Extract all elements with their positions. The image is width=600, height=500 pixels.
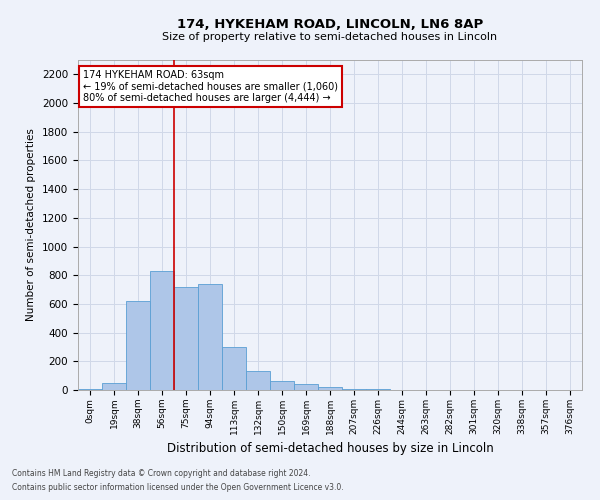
Text: 174 HYKEHAM ROAD: 63sqm
← 19% of semi-detached houses are smaller (1,060)
80% of: 174 HYKEHAM ROAD: 63sqm ← 19% of semi-de…: [83, 70, 338, 103]
Bar: [270, 382, 294, 390]
Bar: [318, 387, 342, 390]
Bar: [342, 388, 366, 390]
Bar: [246, 370, 270, 390]
Bar: [126, 301, 150, 390]
Bar: [174, 286, 198, 390]
Bar: [102, 383, 126, 390]
Bar: [294, 384, 318, 390]
Text: Contains public sector information licensed under the Open Government Licence v3: Contains public sector information licen…: [12, 484, 344, 492]
Bar: [198, 284, 222, 390]
Bar: [150, 271, 174, 390]
Text: Size of property relative to semi-detached houses in Lincoln: Size of property relative to semi-detach…: [163, 32, 497, 42]
Text: Contains HM Land Registry data © Crown copyright and database right 2024.: Contains HM Land Registry data © Crown c…: [12, 468, 311, 477]
Text: 174, HYKEHAM ROAD, LINCOLN, LN6 8AP: 174, HYKEHAM ROAD, LINCOLN, LN6 8AP: [177, 18, 483, 30]
Bar: [222, 347, 246, 390]
Y-axis label: Number of semi-detached properties: Number of semi-detached properties: [26, 128, 37, 322]
Bar: [78, 388, 102, 390]
X-axis label: Distribution of semi-detached houses by size in Lincoln: Distribution of semi-detached houses by …: [167, 442, 493, 456]
